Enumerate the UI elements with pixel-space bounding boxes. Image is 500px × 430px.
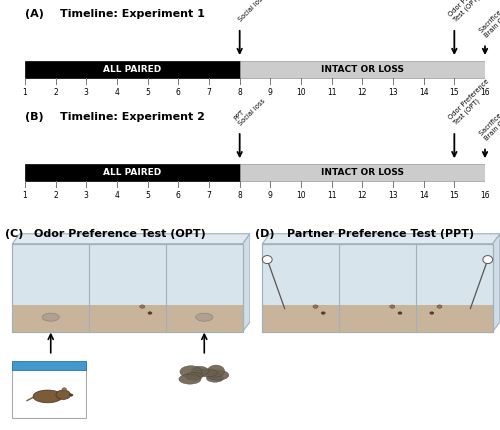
Text: 5: 5 [145,191,150,200]
Ellipse shape [196,313,213,321]
Text: 5: 5 [145,88,150,97]
Text: 12: 12 [358,191,367,200]
Circle shape [483,255,492,264]
Bar [12,305,242,332]
Text: 15: 15 [450,88,459,97]
Polygon shape [242,234,250,332]
Text: INTACT OR LOSS: INTACT OR LOSS [321,168,404,177]
Text: 12: 12 [358,88,367,97]
Ellipse shape [208,365,224,377]
Ellipse shape [430,312,434,314]
Ellipse shape [70,394,73,396]
Ellipse shape [140,305,145,308]
Ellipse shape [206,374,224,382]
Text: 10: 10 [296,88,306,97]
Bar [12,361,86,370]
Bar [262,244,492,332]
Circle shape [262,255,272,264]
Bar [240,164,485,181]
Text: Timeline: Experiment 1: Timeline: Experiment 1 [60,9,204,18]
Text: (A): (A) [25,9,44,18]
Bar [25,164,240,181]
Ellipse shape [358,307,390,322]
Ellipse shape [442,307,474,322]
Ellipse shape [383,307,400,318]
Text: 16: 16 [480,88,490,97]
Text: 10: 10 [296,191,306,200]
Text: Sacrifice +
Brain Collection: Sacrifice + Brain Collection [478,0,500,39]
Ellipse shape [321,312,326,314]
Ellipse shape [33,390,62,403]
Ellipse shape [313,305,318,308]
Text: (D): (D) [255,229,274,239]
Text: Partner Preference Test (PPT): Partner Preference Test (PPT) [287,229,474,239]
Text: 14: 14 [419,88,428,97]
Ellipse shape [62,388,66,391]
Text: 11: 11 [327,191,336,200]
Text: Odor Preference
Test (OPT): Odor Preference Test (OPT) [447,0,495,23]
Ellipse shape [179,374,201,384]
Bar [12,244,242,332]
Text: 6: 6 [176,88,181,97]
Ellipse shape [56,390,70,399]
Text: 1: 1 [22,191,28,200]
Text: 16: 16 [480,191,490,200]
Text: 11: 11 [327,88,336,97]
Text: Social loss: Social loss [238,0,266,23]
Bar [12,244,242,332]
Ellipse shape [148,312,152,314]
Text: 8: 8 [238,88,242,97]
Ellipse shape [390,305,395,308]
Text: 3: 3 [84,88,89,97]
Bar [240,61,485,78]
Text: 7: 7 [206,191,212,200]
Ellipse shape [437,305,442,308]
Text: ALL PAIRED: ALL PAIRED [103,168,162,177]
Text: Sacrifice +
Brain Collection: Sacrifice + Brain Collection [478,95,500,142]
Text: PPT
Social loss: PPT Social loss [233,92,266,126]
Polygon shape [12,234,250,244]
Text: 13: 13 [388,88,398,97]
Text: 9: 9 [268,191,273,200]
Bar [25,61,240,78]
Text: 4: 4 [114,191,119,200]
Ellipse shape [108,307,140,322]
Ellipse shape [432,307,449,318]
Text: Odor Preference Test (OPT): Odor Preference Test (OPT) [34,229,206,239]
Ellipse shape [196,369,218,377]
Ellipse shape [186,372,202,381]
Ellipse shape [180,366,202,378]
Text: 13: 13 [388,191,398,200]
Ellipse shape [42,313,60,321]
Text: 1: 1 [22,88,28,97]
Text: 6: 6 [176,191,181,200]
Ellipse shape [280,307,313,322]
Ellipse shape [207,370,229,380]
Polygon shape [262,234,500,244]
Text: 8: 8 [238,191,242,200]
Polygon shape [492,234,500,332]
Text: ALL PAIRED: ALL PAIRED [103,65,162,74]
Text: 7: 7 [206,88,212,97]
Text: 2: 2 [54,191,58,200]
Bar [12,362,86,418]
Text: (B): (B) [25,112,44,122]
Text: 4: 4 [114,88,119,97]
Text: 14: 14 [419,191,428,200]
Text: 2: 2 [54,88,58,97]
Ellipse shape [306,307,322,318]
Ellipse shape [192,366,208,376]
Ellipse shape [398,312,402,314]
Text: Odor Preference
Test (OPT): Odor Preference Test (OPT) [447,78,495,126]
Text: (C): (C) [5,229,24,239]
Text: 15: 15 [450,191,459,200]
Text: 9: 9 [268,88,273,97]
Bar [262,244,492,332]
Bar [262,305,492,332]
Text: INTACT OR LOSS: INTACT OR LOSS [321,65,404,74]
Ellipse shape [133,307,150,318]
Text: 3: 3 [84,191,89,200]
Text: Timeline: Experiment 2: Timeline: Experiment 2 [60,112,204,122]
